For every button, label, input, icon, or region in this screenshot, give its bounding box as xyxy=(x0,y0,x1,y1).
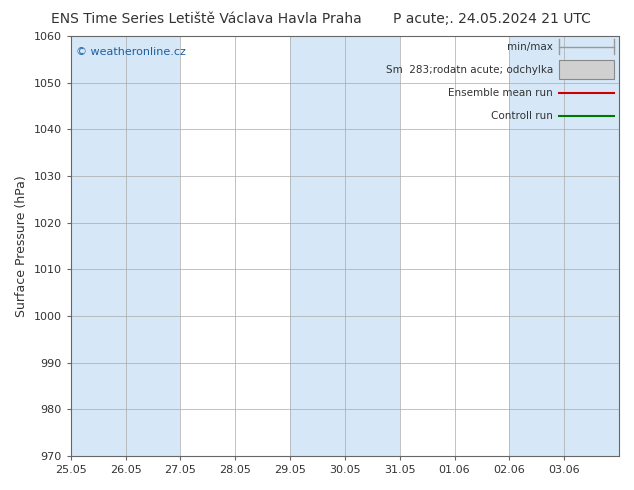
Bar xyxy=(509,36,619,456)
Text: ENS Time Series Letiště Václava Havla Praha: ENS Time Series Letiště Václava Havla Pr… xyxy=(51,12,361,26)
Bar xyxy=(559,60,614,79)
Bar xyxy=(290,36,399,456)
Text: Sm  283;rodatn acute; odchylka: Sm 283;rodatn acute; odchylka xyxy=(386,65,553,75)
Bar xyxy=(71,36,180,456)
Y-axis label: Surface Pressure (hPa): Surface Pressure (hPa) xyxy=(15,175,28,317)
Text: min/max: min/max xyxy=(507,42,553,51)
Text: Ensemble mean run: Ensemble mean run xyxy=(448,88,553,98)
Text: P acute;. 24.05.2024 21 UTC: P acute;. 24.05.2024 21 UTC xyxy=(393,12,591,26)
Text: Controll run: Controll run xyxy=(491,111,553,121)
Text: © weatheronline.cz: © weatheronline.cz xyxy=(76,47,186,57)
